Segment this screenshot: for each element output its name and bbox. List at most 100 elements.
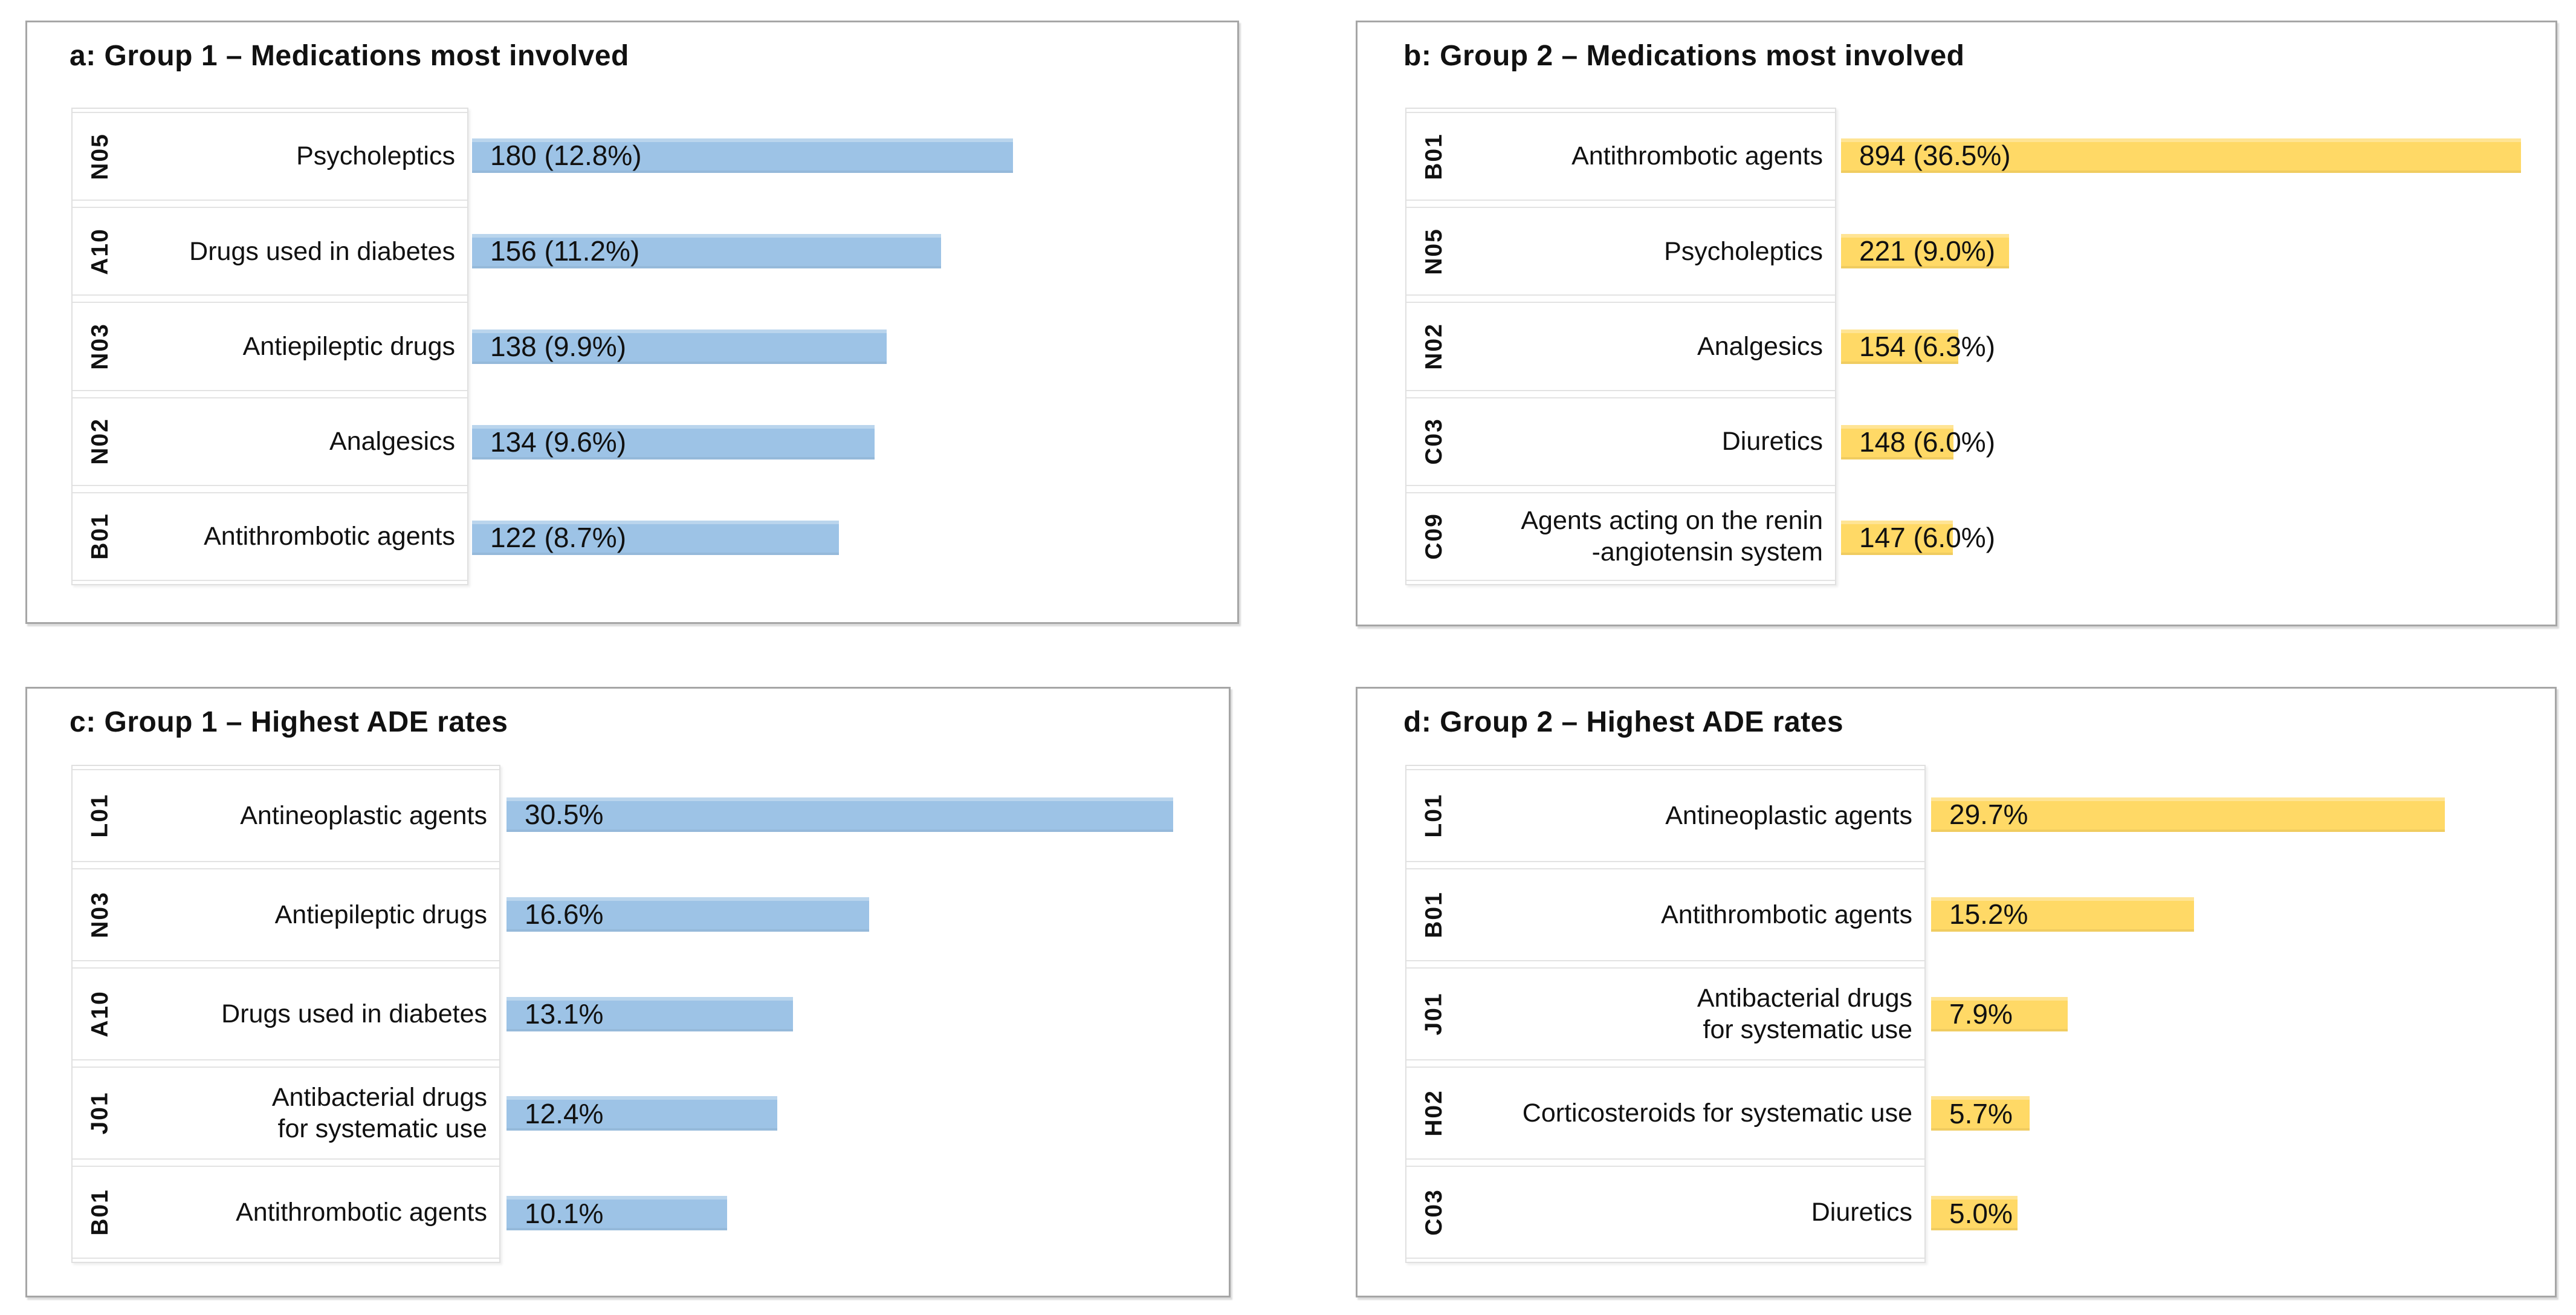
chart-area: L01 Antineoplastic agents N03 Antiepileptic… — [27, 765, 1229, 1263]
bar-value-label: 134 (9.6%) — [490, 426, 627, 458]
category-row: B01 Antithrombotic agents — [73, 492, 467, 582]
category-label: Antithrombotic agents — [204, 522, 455, 551]
category-row: L01 Antineoplastic agents — [1406, 769, 1924, 862]
bar-value-label: 156 (11.2%) — [490, 235, 640, 267]
atc-code-label: C03 — [1420, 418, 1447, 465]
bar — [472, 138, 1013, 173]
atc-code-label: H02 — [1420, 1089, 1447, 1137]
category-label: Antithrombotic agents — [236, 1197, 487, 1227]
atc-code-cell: N03 — [73, 869, 128, 960]
atc-code-cell: N05 — [1406, 208, 1462, 294]
atc-code-label: L01 — [86, 793, 113, 838]
category-row: C09 Agents acting on the renin -angiotens… — [1406, 492, 1835, 582]
panel-group2-ade-rates: d: Group 2 – Highest ADE rates L01 Antine… — [1356, 687, 2557, 1297]
category-label: Antithrombotic agents — [1661, 900, 1912, 929]
atc-code-label: J01 — [86, 1091, 113, 1135]
category-row: N02 Analgesics — [1406, 302, 1835, 391]
bar-value-label: 122 (8.7%) — [490, 522, 627, 553]
atc-code-label: B01 — [1420, 891, 1447, 938]
panel-title: a: Group 1 – Medications most involved — [70, 40, 629, 72]
bar — [506, 997, 793, 1031]
category-row: J01 Antibacterial drugs for systematic us… — [1406, 967, 1924, 1060]
atc-code-cell: C03 — [1406, 398, 1462, 485]
bar — [506, 1196, 727, 1230]
panel-group1-ade-rates: c: Group 1 – Highest ADE rates L01 Antine… — [25, 687, 1231, 1297]
atc-code-cell: C09 — [1406, 493, 1462, 580]
atc-code-label: A10 — [86, 228, 113, 275]
atc-code-cell: A10 — [73, 208, 128, 294]
bar-value-label: 7.9% — [1949, 998, 2013, 1030]
chart-area: L01 Antineoplastic agents B01 Antithromboti… — [1358, 765, 2555, 1263]
bar-value-label: 221 (9.0%) — [1859, 235, 1996, 267]
category-row: B01 Antithrombotic agents — [1406, 868, 1924, 961]
atc-code-label: L01 — [1420, 793, 1447, 838]
bar — [506, 897, 869, 932]
atc-code-label: B01 — [86, 513, 113, 560]
bar — [506, 797, 1173, 832]
chart-area: B01 Antithrombotic agents N05 Psycholeptics… — [1358, 108, 2555, 585]
category-row: J01 Antibacterial drugs for systematic us… — [73, 1067, 499, 1160]
bar — [1841, 138, 2521, 173]
category-column: L01 Antineoplastic agents B01 Antithromboti… — [1405, 765, 1926, 1263]
category-label: Diuretics — [1811, 1197, 1912, 1227]
atc-code-cell: N02 — [1406, 303, 1462, 389]
bar — [1931, 1196, 2018, 1230]
atc-code-label: N05 — [1420, 228, 1447, 275]
atc-code-cell: N05 — [73, 113, 128, 200]
atc-code-cell: A10 — [73, 969, 128, 1059]
bar — [1841, 425, 1953, 459]
bar-value-label: 5.7% — [1949, 1098, 2013, 1129]
atc-code-cell: N03 — [73, 303, 128, 389]
atc-code-label: B01 — [1420, 132, 1447, 180]
bar-value-label: 10.1% — [525, 1198, 604, 1229]
bar-value-label: 894 (36.5%) — [1859, 140, 2011, 171]
category-row: C03 Diuretics — [1406, 397, 1835, 486]
bar — [1841, 330, 1958, 364]
bar — [472, 234, 941, 268]
category-row: N02 Analgesics — [73, 397, 467, 486]
category-row: L01 Antineoplastic agents — [73, 769, 499, 862]
bar-value-label: 12.4% — [525, 1098, 604, 1129]
panel-group2-medications: b: Group 2 – Medications most involved B… — [1356, 21, 2557, 626]
category-column: L01 Antineoplastic agents N03 Antiepileptic… — [71, 765, 500, 1263]
bar — [506, 1096, 777, 1131]
category-label: Antibacterial drugs for systematic use — [1697, 983, 1912, 1044]
category-column: N05 Psycholeptics A10 Drugs used in diabete… — [71, 108, 468, 585]
bar-value-label: 138 (9.9%) — [490, 331, 627, 362]
category-row: B01 Antithrombotic agents — [1406, 112, 1835, 201]
atc-code-label: N02 — [1420, 323, 1447, 370]
category-label: Antineoplastic agents — [1665, 800, 1912, 830]
category-row: H02 Corticosteroids for systematic use — [1406, 1067, 1924, 1160]
atc-code-cell: B01 — [73, 1167, 128, 1258]
category-row: N03 Antiepileptic drugs — [73, 868, 499, 961]
atc-code-label: N05 — [86, 132, 113, 180]
category-row: N05 Psycholeptics — [1406, 207, 1835, 296]
panel-title: c: Group 1 – Highest ADE rates — [70, 706, 508, 738]
atc-code-cell: L01 — [73, 770, 128, 861]
category-label: Antiepileptic drugs — [274, 900, 487, 929]
atc-code-label: N03 — [86, 323, 113, 370]
bar-value-label: 16.6% — [525, 898, 604, 930]
chart-area: N05 Psycholeptics A10 Drugs used in diabete… — [27, 108, 1237, 585]
category-label: Corticosteroids for systematic use — [1522, 1098, 1912, 1128]
panel-title: b: Group 2 – Medications most involved — [1403, 40, 1965, 72]
bar — [472, 425, 875, 459]
category-label: Diuretics — [1721, 426, 1823, 456]
panel-group1-medications: a: Group 1 – Medications most involved N… — [25, 21, 1239, 624]
category-label: Psycholeptics — [296, 141, 455, 171]
atc-code-label: B01 — [86, 1189, 113, 1236]
category-row: C03 Diuretics — [1406, 1166, 1924, 1259]
category-label: Psycholeptics — [1664, 236, 1823, 266]
category-row: N03 Antiepileptic drugs — [73, 302, 467, 391]
bar — [472, 521, 839, 555]
atc-code-cell: B01 — [73, 493, 128, 580]
bar — [1841, 521, 1953, 555]
category-label: Antithrombotic agents — [1571, 141, 1823, 171]
category-label: Agents acting on the renin -angiotensin … — [1521, 505, 1823, 567]
bar-value-label: 154 (6.3%) — [1859, 331, 1996, 362]
bar — [1931, 997, 2068, 1031]
atc-code-cell: J01 — [73, 1068, 128, 1158]
category-label: Antineoplastic agents — [240, 800, 487, 830]
category-row: A10 Drugs used in diabetes — [73, 967, 499, 1060]
bar-value-label: 180 (12.8%) — [490, 140, 642, 171]
